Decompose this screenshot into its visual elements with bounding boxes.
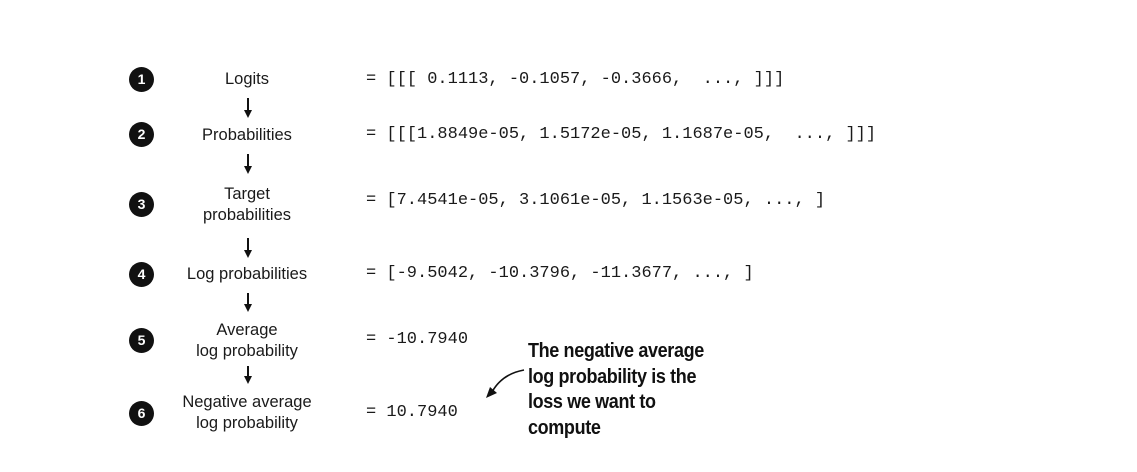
step-2-value: = [[[1.8849e-05, 1.5172e-05, 1.1687e-05,… — [366, 125, 877, 144]
arrow-5-to-6-head — [244, 376, 252, 384]
step-1-label-line-1: Logits — [224, 70, 270, 88]
arrow-4-to-5-head — [244, 304, 252, 312]
callout-arrow — [486, 369, 525, 398]
step-6-badge: 6 — [129, 401, 154, 426]
arrow-1-to-2 — [247, 98, 249, 110]
step-4-label: Log probabilities — [162, 264, 332, 285]
arrow-5-to-6 — [247, 366, 249, 376]
step-4-value: = [-9.5042, -10.3796, -11.3677, ..., ] — [366, 264, 754, 283]
step-2-label: Probabilities — [162, 125, 332, 146]
step-3-label-line-2: probabilities — [202, 206, 292, 224]
step-4-badge: 4 — [129, 262, 154, 287]
arrow-2-to-3 — [247, 154, 249, 166]
step-2-label-line-1: Probabilities — [202, 126, 292, 144]
callout-line-3: loss we want to — [528, 391, 656, 413]
callout-text: The negative average log probability is … — [528, 339, 726, 441]
step-5-label-line-2: log probability — [196, 342, 298, 360]
step-6-label: Negative average log probability — [162, 392, 332, 434]
step-3-label-line-1: Target — [224, 185, 270, 203]
callout-line-4: compute — [528, 416, 601, 439]
step-2-badge: 2 — [129, 122, 154, 147]
callout-line-2: log probability is the — [528, 365, 697, 388]
step-5-badge: 5 — [129, 328, 154, 353]
step-1-badge: 1 — [129, 67, 154, 92]
step-5-label: Average log probability — [162, 320, 332, 362]
step-1-label: Logits — [162, 69, 332, 90]
step-5-value: = -10.7940 — [366, 330, 469, 349]
step-3-badge: 3 — [129, 192, 154, 217]
arrow-4-to-5 — [247, 293, 249, 304]
step-6-label-line-2: log probability — [196, 414, 298, 432]
step-1-value: = [[[ 0.1113, -0.1057, -0.3666, ..., ]]] — [366, 70, 785, 89]
step-6-label-line-1: Negative average — [182, 393, 312, 411]
callout-line-1: The negative average — [528, 340, 704, 362]
step-6-value: = 10.7940 — [366, 403, 458, 422]
arrow-3-to-4 — [247, 238, 249, 250]
step-3-value: = [7.4541e-05, 3.1061e-05, 1.1563e-05, .… — [366, 191, 826, 210]
step-3-label: Target probabilities — [162, 184, 332, 226]
step-5-label-line-1: Average — [216, 321, 278, 339]
arrow-3-to-4-head — [244, 250, 252, 258]
step-4-label-line-1: Log probabilities — [186, 265, 308, 283]
arrow-2-to-3-head — [244, 166, 252, 174]
arrow-1-to-2-head — [244, 110, 252, 118]
